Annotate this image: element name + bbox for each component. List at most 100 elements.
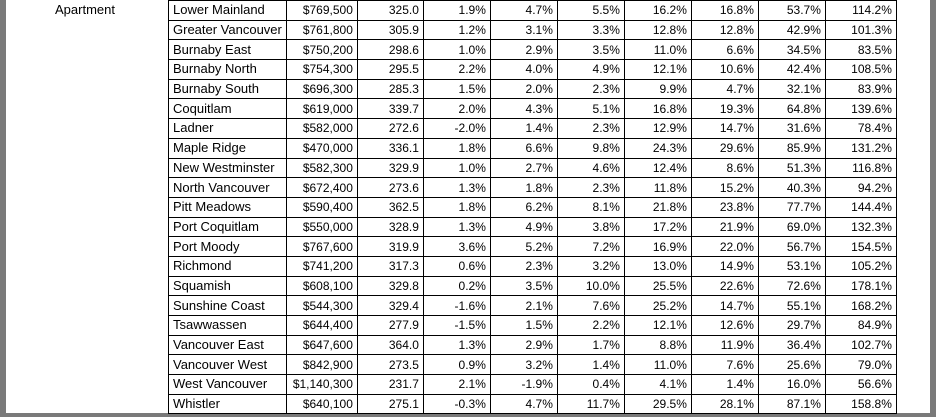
- five-year-change-cell: 34.5%: [757, 39, 826, 61]
- table-row: Port Moody $767,600 319.9 3.6% 5.2% 7.2% 16.9%…: [168, 236, 897, 257]
- benchmark-price-cell: $769,500: [285, 0, 358, 21]
- three-year-change-cell: 4.7%: [690, 78, 759, 100]
- three-month-change-cell: 5.2%: [489, 236, 558, 257]
- price-index-cell: 319.9: [356, 236, 424, 257]
- ten-year-change-cell: 84.9%: [824, 315, 897, 336]
- benchmark-price-cell: $842,900: [285, 354, 358, 376]
- area-cell: Vancouver West: [168, 354, 287, 376]
- six-month-change-cell: 7.2%: [556, 236, 625, 257]
- one-month-change-cell: 1.9%: [422, 0, 491, 21]
- one-month-change-cell: 1.8%: [422, 196, 491, 218]
- ten-year-change-cell: 132.3%: [824, 216, 897, 238]
- six-month-change-cell: 1.4%: [556, 354, 625, 376]
- table-row: Coquitlam $619,000 339.7 2.0% 4.3% 5.1% 16.8% 1…: [168, 98, 897, 120]
- six-month-change-cell: 2.3%: [556, 118, 625, 139]
- six-month-change-cell: 11.7%: [556, 393, 625, 415]
- table-row: Ladner $582,000 272.6 -2.0% 1.4% 2.3% 12.9% 14.…: [168, 118, 897, 139]
- five-year-change-cell: 72.6%: [757, 275, 826, 297]
- benchmark-price-cell: $647,600: [285, 334, 358, 356]
- five-year-change-cell: 56.7%: [757, 236, 826, 257]
- benchmark-price-cell: $582,300: [285, 157, 358, 179]
- one-month-change-cell: 1.3%: [422, 334, 491, 356]
- six-month-change-cell: 4.6%: [556, 157, 625, 179]
- six-month-change-cell: 2.2%: [556, 315, 625, 336]
- one-month-change-cell: 2.2%: [422, 59, 491, 80]
- three-year-change-cell: 10.6%: [690, 59, 759, 80]
- price-index-table: Lower Mainland $769,500 325.0 1.9% 4.7% 5.5% 1…: [168, 0, 897, 415]
- one-year-change-cell: 16.9%: [623, 236, 692, 257]
- one-year-change-cell: 11.0%: [623, 354, 692, 376]
- six-month-change-cell: 5.1%: [556, 98, 625, 120]
- ten-year-change-cell: 116.8%: [824, 157, 897, 179]
- one-month-change-cell: 0.9%: [422, 354, 491, 376]
- ten-year-change-cell: 168.2%: [824, 295, 897, 316]
- area-cell: West Vancouver: [168, 374, 287, 395]
- area-cell: Maple Ridge: [168, 137, 287, 159]
- one-month-change-cell: 1.3%: [422, 177, 491, 198]
- price-index-cell: 325.0: [356, 0, 424, 21]
- price-index-cell: 329.9: [356, 157, 424, 179]
- benchmark-price-cell: $582,000: [285, 118, 358, 139]
- property-type-label: Apartment: [55, 2, 115, 17]
- benchmark-price-cell: $590,400: [285, 196, 358, 218]
- price-index-cell: 295.5: [356, 59, 424, 80]
- one-month-change-cell: 1.8%: [422, 137, 491, 159]
- one-month-change-cell: -2.0%: [422, 118, 491, 139]
- price-index-cell: 272.6: [356, 118, 424, 139]
- price-index-cell: 317.3: [356, 255, 424, 277]
- three-month-change-cell: 2.0%: [489, 78, 558, 100]
- five-year-change-cell: 16.0%: [757, 374, 826, 395]
- six-month-change-cell: 8.1%: [556, 196, 625, 218]
- area-cell: Squamish: [168, 275, 287, 297]
- benchmark-price-cell: $761,800: [285, 19, 358, 41]
- five-year-change-cell: 64.8%: [757, 98, 826, 120]
- three-month-change-cell: 1.4%: [489, 118, 558, 139]
- price-index-cell: 336.1: [356, 137, 424, 159]
- ten-year-change-cell: 114.2%: [824, 0, 897, 21]
- ten-year-change-cell: 83.9%: [824, 78, 897, 100]
- area-cell: Pitt Meadows: [168, 196, 287, 218]
- three-month-change-cell: 3.5%: [489, 275, 558, 297]
- area-cell: Tsawwassen: [168, 315, 287, 336]
- six-month-change-cell: 3.3%: [556, 19, 625, 41]
- benchmark-price-cell: $696,300: [285, 78, 358, 100]
- three-month-change-cell: 4.3%: [489, 98, 558, 120]
- ten-year-change-cell: 79.0%: [824, 354, 897, 376]
- three-year-change-cell: 22.0%: [690, 236, 759, 257]
- one-month-change-cell: 1.3%: [422, 216, 491, 238]
- three-month-change-cell: 6.6%: [489, 137, 558, 159]
- table-row: Burnaby South $696,300 285.3 1.5% 2.0% 2.3% 9.…: [168, 78, 897, 100]
- ten-year-change-cell: 158.8%: [824, 393, 897, 415]
- benchmark-price-cell: $741,200: [285, 255, 358, 277]
- one-month-change-cell: -1.6%: [422, 295, 491, 316]
- one-year-change-cell: 4.1%: [623, 374, 692, 395]
- one-month-change-cell: 2.1%: [422, 374, 491, 395]
- six-month-change-cell: 9.8%: [556, 137, 625, 159]
- five-year-change-cell: 32.1%: [757, 78, 826, 100]
- price-index-cell: 305.9: [356, 19, 424, 41]
- one-year-change-cell: 25.2%: [623, 295, 692, 316]
- bottom-border-shadow: [0, 413, 936, 417]
- five-year-change-cell: 36.4%: [757, 334, 826, 356]
- six-month-change-cell: 7.6%: [556, 295, 625, 316]
- one-month-change-cell: 0.2%: [422, 275, 491, 297]
- table-body: Lower Mainland $769,500 325.0 1.9% 4.7% 5.5% 1…: [168, 0, 897, 415]
- ten-year-change-cell: 178.1%: [824, 275, 897, 297]
- three-month-change-cell: 4.0%: [489, 59, 558, 80]
- price-index-cell: 277.9: [356, 315, 424, 336]
- table-row: Tsawwassen $644,400 277.9 -1.5% 1.5% 2.2% 12.1…: [168, 315, 897, 336]
- five-year-change-cell: 31.6%: [757, 118, 826, 139]
- six-month-change-cell: 1.7%: [556, 334, 625, 356]
- one-month-change-cell: 1.0%: [422, 39, 491, 61]
- five-year-change-cell: 85.9%: [757, 137, 826, 159]
- price-index-cell: 285.3: [356, 78, 424, 100]
- ten-year-change-cell: 83.5%: [824, 39, 897, 61]
- price-index-cell: 329.8: [356, 275, 424, 297]
- one-month-change-cell: 0.6%: [422, 255, 491, 277]
- one-year-change-cell: 24.3%: [623, 137, 692, 159]
- area-cell: Sunshine Coast: [168, 295, 287, 316]
- one-year-change-cell: 11.8%: [623, 177, 692, 198]
- five-year-change-cell: 29.7%: [757, 315, 826, 336]
- right-border-shadow: [930, 0, 936, 417]
- ten-year-change-cell: 144.4%: [824, 196, 897, 218]
